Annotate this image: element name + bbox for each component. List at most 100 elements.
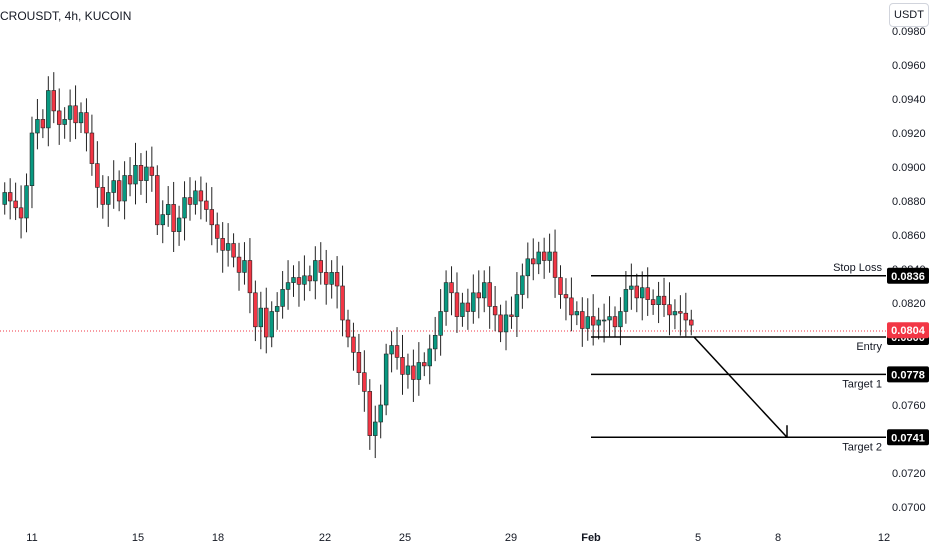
candle-body	[629, 285, 634, 290]
candle-body	[302, 275, 307, 285]
level-price-tag-box	[887, 267, 929, 284]
candle-body	[422, 362, 427, 367]
candle-body	[340, 285, 345, 321]
candle-body	[373, 421, 378, 436]
candle-body	[56, 110, 62, 125]
candle-body	[285, 282, 291, 290]
candle-body	[411, 365, 416, 380]
candle-body	[623, 289, 629, 312]
candle-body	[220, 238, 225, 251]
candle-body	[432, 334, 438, 350]
y-tick-label: 0.0900	[892, 162, 926, 174]
x-tick-label: 25	[399, 532, 411, 544]
candle-body	[334, 272, 340, 287]
candle-body	[465, 302, 471, 312]
candle-body	[667, 304, 672, 316]
candle-body	[182, 197, 187, 219]
candle-body	[487, 282, 492, 307]
candle-body	[198, 190, 204, 202]
candle-body	[569, 297, 574, 316]
candle-body	[100, 187, 106, 205]
candle-body	[253, 292, 258, 328]
candle-body	[84, 112, 89, 134]
candle-body	[645, 287, 650, 300]
candle-body	[345, 319, 351, 338]
y-tick-label: 0.0700	[892, 502, 926, 514]
projection-arrowhead	[775, 425, 788, 439]
candle-body	[525, 258, 531, 277]
candle-body	[73, 105, 78, 124]
candle-body	[95, 163, 100, 188]
candle-body	[35, 119, 40, 134]
candle-body	[672, 311, 678, 316]
x-tick-label: 22	[319, 532, 331, 544]
candle-body	[634, 285, 640, 299]
candle-body	[116, 180, 122, 202]
candle-body	[318, 260, 323, 273]
x-tick-label: 15	[132, 532, 144, 544]
candle-body	[67, 105, 73, 120]
y-tick-label: 0.0980	[892, 26, 926, 38]
currency-button[interactable]: USDT	[889, 3, 929, 27]
candle-body	[106, 192, 111, 205]
candle-body	[149, 166, 155, 176]
candle-body	[683, 312, 689, 321]
level-name: Target 2	[842, 441, 882, 453]
candle-body	[476, 292, 481, 299]
candle-body	[509, 314, 514, 317]
candle-body	[280, 289, 285, 307]
candle-body	[378, 404, 383, 423]
candle-body	[547, 251, 552, 261]
candle-body	[225, 243, 231, 251]
candle-body	[144, 166, 149, 181]
candle-body	[367, 391, 373, 436]
candle-body	[40, 119, 46, 129]
y-tick-label: 0.0960	[892, 60, 926, 72]
candle-body	[612, 316, 618, 328]
symbol-title: CROUSDT, 4h, KUCOIN	[0, 9, 132, 23]
candle-body	[400, 357, 405, 375]
candle-body	[460, 302, 465, 317]
candle-body	[389, 345, 394, 355]
candle-body	[269, 311, 274, 338]
candle-body	[187, 197, 193, 205]
candle-body	[231, 243, 236, 258]
candle-body	[89, 132, 95, 164]
level-price-tag-box	[887, 429, 929, 446]
y-tick-label: 0.0760	[892, 400, 926, 412]
candle-body	[323, 272, 329, 285]
candle-body	[678, 311, 683, 314]
candle-body	[552, 251, 558, 278]
candle-body	[394, 345, 400, 358]
candle-body	[531, 258, 536, 265]
y-tick-label: 0.0820	[892, 298, 926, 310]
candle-body	[449, 282, 454, 294]
candle-body	[443, 282, 449, 312]
candle-body	[138, 165, 144, 181]
projection-line	[693, 336, 788, 438]
x-tick-label: 18	[212, 532, 224, 544]
candle-body	[165, 204, 171, 215]
candle-body	[133, 165, 138, 185]
candle-body	[492, 306, 498, 316]
candle-body	[307, 275, 313, 282]
candle-body	[661, 295, 667, 306]
level-name: Stop Loss	[833, 262, 882, 274]
candle-body	[247, 260, 253, 294]
candle-body	[503, 314, 509, 333]
y-tick-label: 0.0920	[892, 128, 926, 140]
x-tick-label: 29	[505, 532, 517, 544]
candle-body	[607, 316, 612, 321]
candle-body	[155, 175, 160, 226]
candle-body	[596, 319, 601, 326]
candles	[2, 72, 694, 459]
candle-body	[383, 353, 389, 406]
trade-levels: Stop Loss Entry Target 1 Target 2	[591, 262, 886, 453]
candle-body	[111, 180, 116, 193]
candle-body	[471, 292, 476, 312]
current-price-tag: 0.0804	[891, 325, 926, 337]
candle-body	[362, 372, 367, 392]
candle-body	[122, 175, 127, 202]
x-tick-label: 5	[695, 532, 701, 544]
